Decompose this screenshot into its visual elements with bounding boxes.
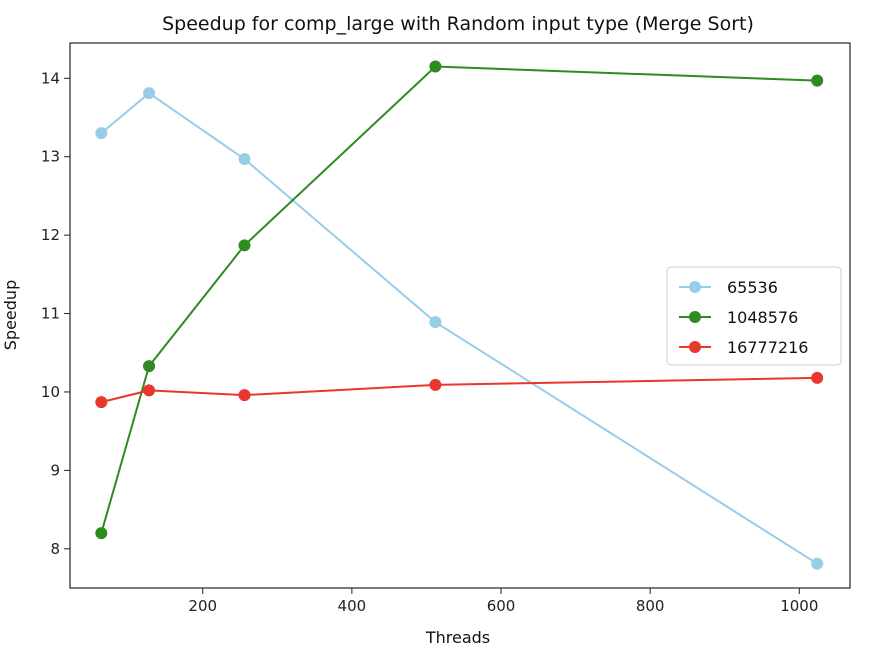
legend: 65536 1048576 16777216 <box>666 266 842 366</box>
x-tick-label: 800 <box>636 597 665 615</box>
legend-marker-16777216 <box>689 341 701 353</box>
x-tick-label: 1000 <box>780 597 818 615</box>
y-tick-label: 11 <box>41 305 60 323</box>
data-point <box>429 378 442 391</box>
data-point <box>95 396 108 409</box>
data-point <box>811 371 824 384</box>
data-point <box>95 527 108 540</box>
x-tick-label: 200 <box>188 597 217 615</box>
legend-marker-65536 <box>689 281 701 293</box>
data-point <box>811 557 824 570</box>
data-point <box>95 127 108 140</box>
data-point <box>429 316 442 329</box>
data-point <box>811 74 824 87</box>
legend-label: 16777216 <box>727 338 808 357</box>
y-tick-label: 8 <box>50 540 60 558</box>
data-point <box>238 153 251 166</box>
x-axis: 200 400 600 800 1000 <box>188 588 818 615</box>
y-tick-label: 12 <box>41 226 60 244</box>
legend-label: 1048576 <box>727 308 798 327</box>
y-axis: 8 9 10 11 12 13 14 <box>41 69 70 558</box>
data-point <box>143 87 156 100</box>
x-tick-label: 400 <box>338 597 367 615</box>
chart-title: Speedup for comp_large with Random input… <box>162 13 754 35</box>
y-axis-label: Speedup <box>1 280 20 350</box>
y-tick-label: 9 <box>50 461 60 479</box>
x-axis-label: Threads <box>425 628 490 647</box>
data-point <box>143 384 156 397</box>
data-point <box>429 60 442 73</box>
data-point <box>238 389 251 402</box>
series-layer <box>95 60 824 570</box>
y-tick-label: 14 <box>41 69 60 87</box>
y-tick-label: 13 <box>41 148 60 166</box>
x-tick-label: 600 <box>487 597 516 615</box>
data-point <box>143 360 156 373</box>
legend-marker-1048576 <box>689 311 701 323</box>
legend-label: 65536 <box>727 278 778 297</box>
data-point <box>238 239 251 252</box>
y-tick-label: 10 <box>41 383 60 401</box>
legend-box <box>666 266 842 366</box>
